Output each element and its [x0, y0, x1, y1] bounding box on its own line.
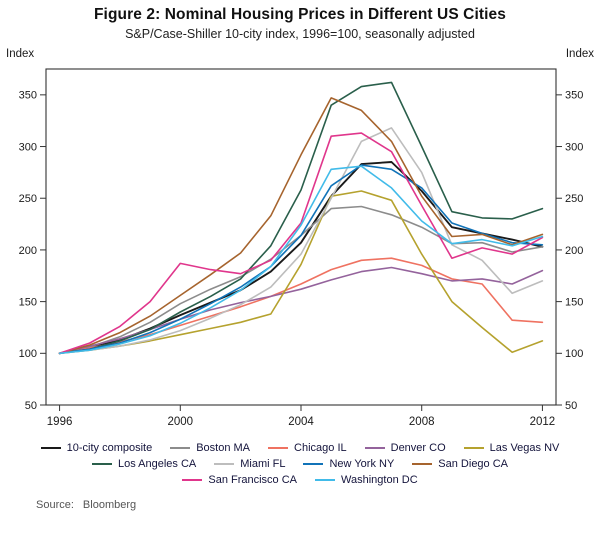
legend-label: Chicago IL — [294, 442, 347, 454]
y-axis-tick-label-left: 50 — [25, 400, 37, 412]
y-axis-title-left: Index — [6, 48, 34, 60]
y-axis-tick-label-right: 200 — [565, 245, 583, 257]
legend-label: San Francisco CA — [208, 474, 298, 486]
legend-swatch-icon — [268, 446, 289, 450]
source-value: Bloomberg — [82, 499, 137, 511]
legend-item-new-york-ny: New York NY — [303, 458, 394, 470]
legend-item-san-francisco-ca: San Francisco CA — [182, 474, 297, 486]
legend-swatch-icon — [91, 462, 112, 466]
legend-swatch-icon — [182, 478, 203, 482]
y-axis-tick-label-left: 350 — [19, 90, 37, 102]
legend-item-washington-dc: Washington DC — [315, 474, 418, 486]
legend-item-denver-co: Denver CO — [364, 442, 446, 454]
y-axis-tick-label-left: 200 — [19, 245, 37, 257]
x-axis-tick-label: 2012 — [530, 416, 556, 428]
legend-item-los-angeles-ca: Los Angeles CA — [91, 458, 197, 470]
legend-label: New York NY — [329, 458, 395, 470]
figure-subtitle: S&P/Case-Shiller 10-city index, 1996=100… — [125, 27, 475, 41]
series-line-san-francisco-ca — [58, 132, 544, 355]
series-line-miami-fl — [58, 127, 544, 355]
legend-label: Las Vegas NV — [489, 442, 560, 454]
legend-label: Washington DC — [341, 474, 418, 486]
series-line-washington-dc — [58, 165, 544, 355]
y-axis-tick-label-left: 100 — [19, 348, 37, 360]
legend-item-10-city-composite: 10-city composite — [40, 442, 153, 454]
series-line-new-york-ny — [58, 164, 544, 355]
housing-prices-line-chart: Index Index 50 50 100 100 150 150 200 200 250 250 30… — [6, 48, 594, 428]
legend-label: Miami FL — [240, 458, 286, 470]
y-axis-tick-label-left: 300 — [19, 141, 37, 153]
source-note: Source: Bloomberg — [36, 499, 600, 511]
y-axis-tick-label-right: 350 — [565, 90, 583, 102]
legend-label: 10-city composite — [66, 442, 153, 454]
series-line-los-angeles-ca — [58, 81, 544, 355]
y-axis-tick-label-right: 100 — [565, 348, 583, 360]
chart-legend: 10-city composite Boston MA Chicago IL Denv… — [0, 442, 600, 490]
x-axis-tick-label: 2008 — [409, 416, 435, 428]
legend-swatch-icon — [303, 462, 324, 466]
legend-swatch-icon — [214, 462, 235, 466]
legend-row: 10-city composite Boston MA Chicago IL Denv… — [32, 442, 569, 454]
legend-row: Los Angeles CA Miami FL New York NY San Die… — [83, 458, 517, 470]
x-axis-tick-label: 2000 — [167, 416, 193, 428]
y-axis-tick-label-left: 250 — [19, 193, 37, 205]
legend-swatch-icon — [463, 446, 484, 450]
legend-swatch-icon — [364, 446, 385, 450]
legend-row: San Francisco CA Washington DC — [173, 474, 426, 486]
legend-swatch-icon — [412, 462, 433, 466]
series-line-san-diego-ca — [58, 97, 544, 355]
y-axis-tick-label-left: 150 — [19, 296, 37, 308]
figure-title: Figure 2: Nominal Housing Prices in Diff… — [93, 6, 506, 23]
x-axis-tick-label: 2004 — [288, 416, 314, 428]
legend-item-san-diego-ca: San Diego CA — [412, 458, 508, 470]
legend-item-miami-fl: Miami FL — [214, 458, 285, 470]
y-axis-tick-label-right: 50 — [565, 400, 577, 412]
legend-label: Denver CO — [390, 442, 446, 454]
legend-label: San Diego CA — [438, 458, 509, 470]
y-axis-tick-label-right: 250 — [565, 193, 583, 205]
y-axis-tick-label-right: 150 — [565, 296, 583, 308]
legend-item-las-vegas-nv: Las Vegas NV — [463, 442, 560, 454]
y-axis-tick-label-right: 300 — [565, 141, 583, 153]
legend-item-boston-ma: Boston MA — [170, 442, 250, 454]
y-axis-title-right: Index — [566, 48, 594, 60]
legend-swatch-icon — [315, 478, 336, 482]
legend-swatch-icon — [40, 446, 61, 450]
legend-label: Boston MA — [196, 442, 251, 454]
source-label: Source: — [36, 499, 74, 511]
legend-swatch-icon — [170, 446, 191, 450]
plot-frame — [45, 68, 557, 406]
legend-item-chicago-il: Chicago IL — [268, 442, 347, 454]
x-axis-tick-label: 1996 — [47, 416, 73, 428]
legend-label: Los Angeles CA — [117, 458, 197, 470]
